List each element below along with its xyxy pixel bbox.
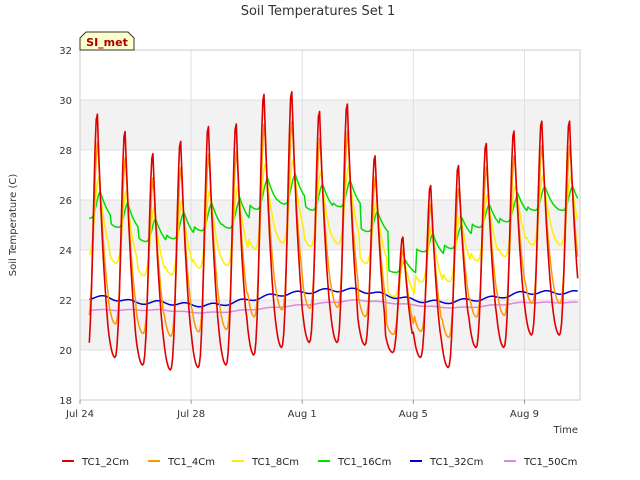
y-tick-label: 28 <box>59 146 72 157</box>
legend-label: TC1_32Cm <box>429 457 483 468</box>
legend: TC1_2Cm TC1_4Cm TC1_8Cm TC1_16Cm TC1_32Cm TC1… <box>62 457 577 468</box>
y-tick-label: 22 <box>59 296 72 307</box>
station-badge: SI_met <box>79 31 135 51</box>
plot-frame <box>79 49 581 401</box>
shaded-band <box>80 200 580 250</box>
x-tick-label: Jul 24 <box>65 409 94 420</box>
x-tick-label: Aug 1 <box>288 409 317 420</box>
x-tick-label: Jul 28 <box>176 409 205 420</box>
series-line-tc1-2cm <box>88 91 579 371</box>
y-tick-label: 26 <box>59 196 72 207</box>
y-axis-ticks: 18 20 22 24 26 28 30 32 <box>59 46 72 407</box>
badge-box <box>79 31 135 51</box>
y-tick-label: 18 <box>59 396 72 407</box>
legend-label: TC1_2Cm <box>81 457 129 468</box>
x-axis-ticks: Jul 24 Jul 28 Aug 1 Aug 5 Aug 9 <box>65 400 539 420</box>
x-tick-label: Aug 5 <box>399 409 428 420</box>
y-tick-label: 24 <box>59 246 72 257</box>
series-line-tc1-8cm <box>88 159 579 298</box>
series-line-tc1-50cm <box>89 299 578 314</box>
x-axis-title: Time <box>553 425 578 436</box>
badge-label: SI_met <box>86 36 128 49</box>
x-tick-label: Aug 9 <box>510 409 539 420</box>
series-line-tc1-16cm <box>89 173 579 274</box>
series-line-tc1-32cm <box>89 287 578 308</box>
legend-label: TC1_50Cm <box>523 457 577 468</box>
series-line-tc1-4cm <box>88 120 579 338</box>
legend-label: TC1_4Cm <box>167 457 215 468</box>
y-axis-title: Soil Temperature (C) <box>8 174 19 277</box>
series-layer <box>88 91 579 371</box>
chart-title: Soil Temperatures Set 1 <box>241 4 396 19</box>
y-tick-label: 32 <box>59 46 72 57</box>
y-tick-label: 20 <box>59 346 72 357</box>
y-tick-label: 30 <box>59 96 72 107</box>
plot-background <box>80 50 580 400</box>
shaded-band <box>80 100 580 150</box>
legend-label: TC1_16Cm <box>337 457 391 468</box>
legend-label: TC1_8Cm <box>251 457 299 468</box>
